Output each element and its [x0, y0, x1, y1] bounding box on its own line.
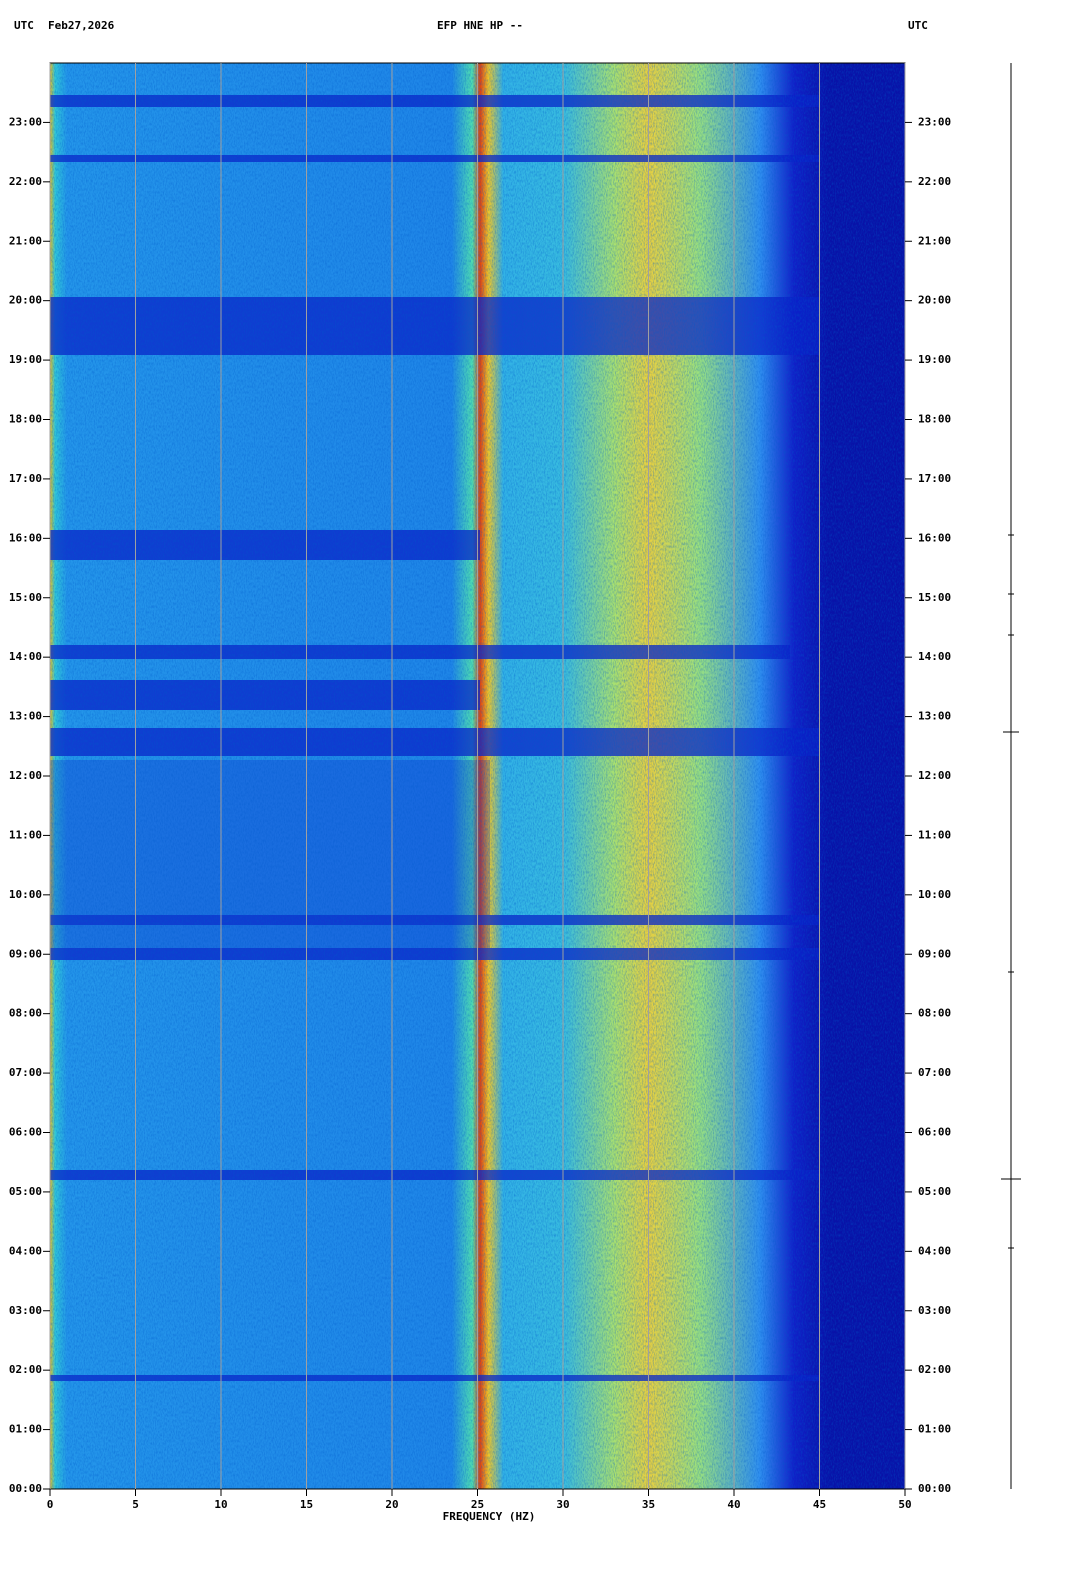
y-tick-label-right: 22:00 [918, 175, 951, 188]
y-tick-label-right: 11:00 [918, 828, 951, 841]
timezone-left: UTC [14, 19, 34, 32]
x-tick-label: 40 [727, 1498, 740, 1511]
y-tick-label-right: 00:00 [918, 1482, 951, 1495]
y-tick-label-right: 04:00 [918, 1244, 951, 1257]
y-tick-label: 19:00 [9, 353, 42, 366]
x-tick-label: 30 [556, 1498, 569, 1511]
y-tick-label-right: 14:00 [918, 650, 951, 663]
y-tick-label: 20:00 [9, 294, 42, 307]
y-tick-label: 23:00 [9, 115, 42, 128]
chart-title: EFP HNE HP -- [437, 19, 523, 32]
y-tick-label-right: 21:00 [918, 234, 951, 247]
y-tick-label: 09:00 [9, 947, 42, 960]
x-axis-label: FREQUENCY (HZ) [443, 1510, 536, 1523]
y-tick-label: 01:00 [9, 1423, 42, 1436]
x-tick-label: 15 [300, 1498, 313, 1511]
y-tick-label: 05:00 [9, 1185, 42, 1198]
y-tick-label: 08:00 [9, 1007, 42, 1020]
timezone-right: UTC [908, 19, 928, 32]
y-tick-label: 14:00 [9, 650, 42, 663]
y-tick-label-right: 02:00 [918, 1363, 951, 1376]
x-tick-label: 10 [214, 1498, 227, 1511]
y-tick-label-right: 03:00 [918, 1304, 951, 1317]
y-tick-label: 15:00 [9, 591, 42, 604]
y-tick-label-right: 23:00 [918, 115, 951, 128]
y-tick-label: 02:00 [9, 1363, 42, 1376]
y-tick-label-right: 19:00 [918, 353, 951, 366]
y-tick-label: 18:00 [9, 413, 42, 426]
y-tick-label: 00:00 [9, 1482, 42, 1495]
y-tick-label-right: 16:00 [918, 531, 951, 544]
y-tick-label-right: 08:00 [918, 1007, 951, 1020]
y-tick-label-right: 05:00 [918, 1185, 951, 1198]
y-tick-label: 10:00 [9, 888, 42, 901]
date: Feb27,2026 [48, 19, 115, 32]
y-tick-label-right: 10:00 [918, 888, 951, 901]
y-tick-label: 22:00 [9, 175, 42, 188]
y-tick-label: 13:00 [9, 710, 42, 723]
y-tick-label: 03:00 [9, 1304, 42, 1317]
y-tick-label-right: 15:00 [918, 591, 951, 604]
y-tick-label-right: 17:00 [918, 472, 951, 485]
y-tick-label: 11:00 [9, 828, 42, 841]
y-tick-label-right: 18:00 [918, 413, 951, 426]
y-tick-label: 21:00 [9, 234, 42, 247]
y-tick-label: 16:00 [9, 531, 42, 544]
y-tick-label: 07:00 [9, 1066, 42, 1079]
y-tick-label: 12:00 [9, 769, 42, 782]
y-tick-label-right: 09:00 [918, 947, 951, 960]
x-tick-label: 25 [471, 1498, 484, 1511]
x-tick-label: 5 [132, 1498, 139, 1511]
y-tick-label-right: 13:00 [918, 710, 951, 723]
y-tick-label-right: 07:00 [918, 1066, 951, 1079]
x-tick-label: 0 [47, 1498, 54, 1511]
x-tick-label: 20 [385, 1498, 398, 1511]
x-tick-label: 35 [642, 1498, 655, 1511]
x-tick-label: 50 [898, 1498, 911, 1511]
y-tick-label: 04:00 [9, 1244, 42, 1257]
y-tick-label-right: 01:00 [918, 1423, 951, 1436]
y-tick-label: 06:00 [9, 1126, 42, 1139]
y-tick-label-right: 20:00 [918, 294, 951, 307]
trace [1001, 63, 1021, 1489]
y-tick-label-right: 12:00 [918, 769, 951, 782]
y-tick-label: 17:00 [9, 472, 42, 485]
y-tick-label-right: 06:00 [918, 1126, 951, 1139]
x-tick-label: 45 [813, 1498, 826, 1511]
